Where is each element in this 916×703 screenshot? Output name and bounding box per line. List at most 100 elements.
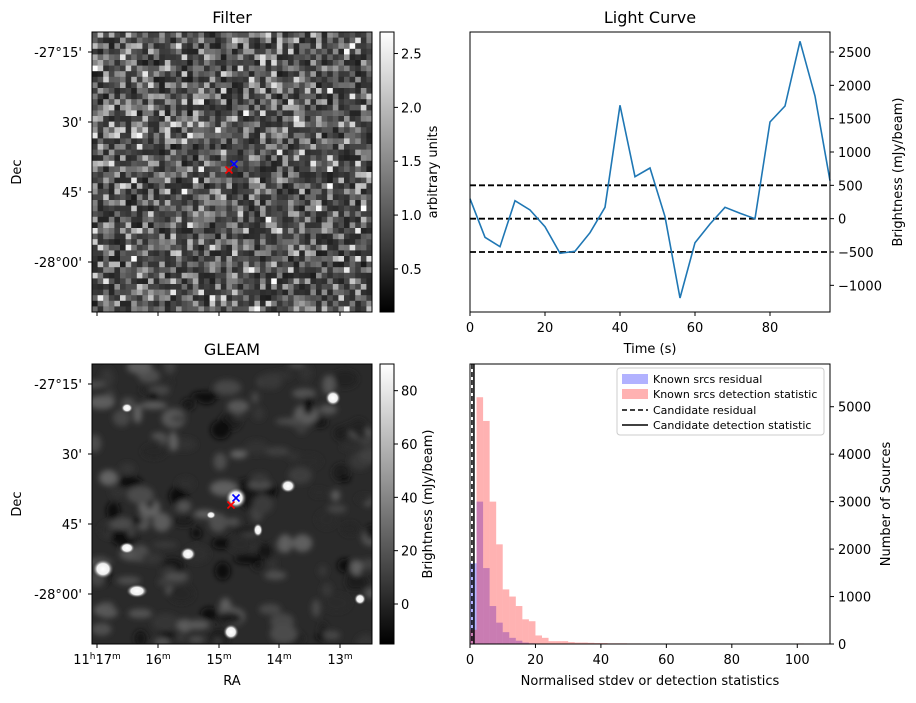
x-tick-label: 80 (724, 653, 741, 668)
histogram-panel: 0 20 40 60 80 100 0 1000 2000 3000 4000 5000 Norma… (466, 364, 894, 689)
filter-y-ticks: -27°15' 30' 45' -28°00' (34, 46, 92, 271)
gleam-colorbar (380, 364, 394, 644)
gleam-source (92, 559, 114, 579)
gleam-source (354, 593, 366, 605)
colorbar-tick-label: 2.5 (401, 48, 422, 63)
colorbar-tick-label: 40 (401, 491, 418, 506)
gleam-source (126, 584, 148, 598)
gleam-source (253, 523, 263, 537)
filter-x-ticks (97, 312, 340, 316)
gleam-source (180, 547, 196, 561)
y-tick-label: -28°00' (34, 256, 82, 271)
y-tick-label: 30' (62, 116, 82, 131)
lightcurve-panel: Light Curve 0 20 40 60 80 −1000 −500 0 500 1000 1… (466, 8, 906, 357)
gleam-y-label: Dec (10, 491, 25, 516)
gleam-source (325, 390, 341, 406)
detection-bar (535, 635, 542, 644)
y-tick-label: 0 (838, 213, 846, 228)
legend-swatch-detection (622, 389, 648, 399)
colorbar-tick-label: 0 (401, 598, 409, 613)
histogram-y-ticks: 0 1000 2000 3000 4000 5000 (830, 401, 871, 653)
gleam-source (206, 511, 216, 519)
x-tick-label: 60 (687, 321, 704, 336)
x-tick-label: 15m (206, 652, 231, 668)
gleam-x-label: RA (223, 674, 241, 689)
y-tick-label: 2000 (838, 543, 871, 558)
filter-y-label: Dec (10, 159, 25, 184)
filter-colorbar-label: arbitrary units (426, 125, 441, 218)
y-tick-label: -27°15' (34, 46, 82, 61)
colorbar-tick-label: 1.0 (401, 209, 422, 224)
y-tick-label: 1000 (838, 591, 871, 606)
colorbar-tick-label: 0.5 (401, 263, 422, 278)
filter-title: Filter (212, 8, 252, 27)
histogram-x-ticks: 0 20 40 60 80 100 (466, 644, 810, 668)
gleam-title: GLEAM (204, 340, 260, 359)
histogram-y-label: Number of Sources (879, 442, 894, 567)
lightcurve-y-label: Brightness (mJy/beam) (891, 98, 906, 247)
detection-bar (509, 597, 516, 644)
x-tick-label: 40 (593, 653, 610, 668)
gleam-source (223, 624, 239, 640)
y-tick-label: −1000 (838, 279, 882, 294)
histogram-legend: Known srcs residual Known srcs detection… (617, 368, 824, 435)
colorbar-tick-label: 80 (401, 385, 418, 400)
x-tick-label: 11h17m (73, 652, 121, 668)
filter-panel: Filter -27°15' 30' 45' -28°00' Dec 0.5 1.0 1.… (10, 8, 441, 316)
detection-bar (490, 502, 497, 644)
gleam-colorbar-ticks: 0 20 40 60 80 (394, 385, 418, 613)
legend-label-residual: Known srcs residual (653, 373, 762, 386)
legend-label-candidate-residual: Candidate residual (653, 404, 756, 417)
legend-label-detection: Known srcs detection statistic (653, 388, 817, 401)
y-tick-label: 45' (62, 518, 82, 533)
x-tick-label: 20 (537, 321, 554, 336)
lightcurve-threshold-lines (470, 185, 830, 252)
filter-colorbar (380, 32, 394, 312)
y-tick-label: 3000 (838, 496, 871, 511)
lightcurve-title: Light Curve (604, 8, 696, 27)
detection-bar (503, 589, 510, 644)
x-tick-label: 80 (762, 321, 779, 336)
detection-bar (542, 638, 549, 644)
x-tick-label: 100 (785, 653, 810, 668)
detection-bar (529, 621, 536, 644)
x-tick-label: 0 (466, 321, 474, 336)
lightcurve-x-label: Time (s) (623, 342, 677, 357)
y-tick-label: 4000 (838, 448, 871, 463)
y-tick-label: 5000 (838, 401, 871, 416)
y-tick-label: 0 (838, 638, 846, 653)
colorbar-tick-label: 60 (401, 438, 418, 453)
detection-bar (496, 544, 503, 644)
y-tick-label: −500 (838, 246, 874, 261)
detection-bar (477, 397, 484, 644)
x-tick-label: 20 (527, 653, 544, 668)
y-tick-label: 2500 (838, 46, 871, 61)
x-tick-label: 0 (466, 653, 474, 668)
x-tick-label: 60 (658, 653, 675, 668)
filter-colorbar-ticks: 0.5 1.0 1.5 2.0 2.5 (394, 48, 422, 278)
y-tick-label: 45' (62, 186, 82, 201)
x-tick-label: 14m (266, 652, 291, 668)
detection-bar (483, 421, 490, 644)
lightcurve-frame (470, 32, 830, 312)
legend-swatch-residual (622, 374, 648, 384)
y-tick-label: 1000 (838, 146, 871, 161)
y-tick-label: -27°15' (34, 378, 82, 393)
gleam-source (280, 479, 296, 493)
lightcurve-series-line (470, 41, 830, 298)
y-tick-label: -28°00' (34, 588, 82, 603)
gleam-source (121, 403, 133, 413)
gleam-colorbar-label: Brightness (mJy/beam) (421, 430, 436, 579)
y-tick-label: 500 (838, 179, 863, 194)
detection-bar (516, 606, 523, 644)
histogram-x-label: Normalised stdev or detection statistics (521, 674, 780, 689)
y-tick-label: 1500 (838, 113, 871, 128)
x-tick-label: 40 (612, 321, 629, 336)
colorbar-tick-label: 20 (401, 545, 418, 560)
colorbar-tick-label: 1.5 (401, 155, 422, 170)
colorbar-tick-label: 2.0 (401, 101, 422, 116)
y-tick-label: 30' (62, 448, 82, 463)
x-tick-label: 13m (327, 652, 352, 668)
